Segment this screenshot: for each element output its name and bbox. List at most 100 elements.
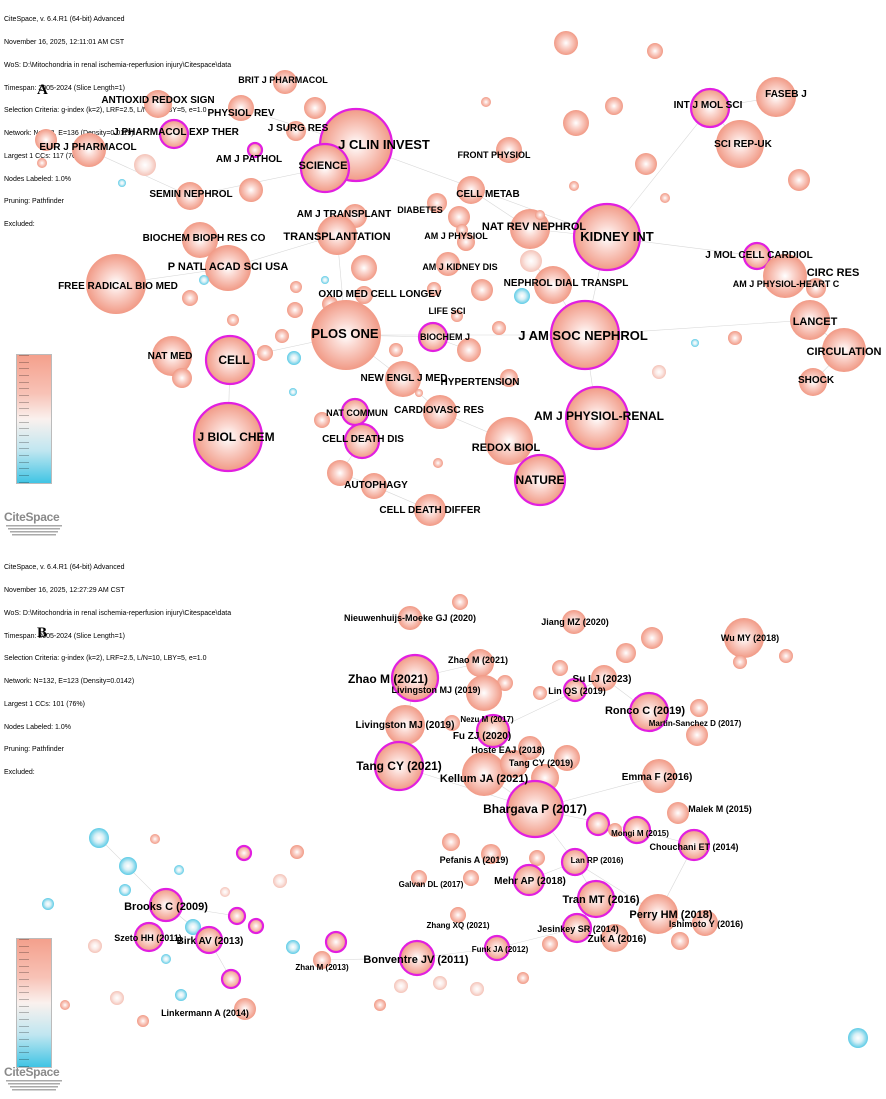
network-node[interactable] bbox=[496, 137, 522, 163]
network-node[interactable] bbox=[561, 912, 593, 944]
network-node[interactable] bbox=[512, 863, 546, 897]
network-node[interactable] bbox=[427, 193, 447, 213]
network-node[interactable] bbox=[299, 142, 351, 194]
network-node[interactable] bbox=[199, 275, 209, 285]
network-node[interactable] bbox=[423, 395, 457, 429]
network-node[interactable] bbox=[361, 473, 387, 499]
network-node[interactable] bbox=[273, 70, 297, 94]
network-node[interactable] bbox=[374, 999, 386, 1011]
network-node[interactable] bbox=[35, 129, 57, 151]
network-node[interactable] bbox=[554, 31, 578, 55]
network-node[interactable] bbox=[513, 453, 567, 507]
network-node[interactable] bbox=[327, 460, 353, 486]
network-node[interactable] bbox=[560, 847, 590, 877]
network-node[interactable] bbox=[691, 339, 699, 347]
network-node[interactable] bbox=[763, 254, 807, 298]
network-node[interactable] bbox=[204, 334, 256, 386]
network-node[interactable] bbox=[394, 979, 408, 993]
network-node[interactable] bbox=[848, 1028, 868, 1048]
network-node[interactable] bbox=[585, 811, 611, 837]
network-node[interactable] bbox=[158, 118, 190, 150]
network-node[interactable] bbox=[492, 321, 506, 335]
network-node[interactable] bbox=[72, 133, 106, 167]
network-node[interactable] bbox=[724, 618, 764, 658]
network-node[interactable] bbox=[42, 898, 54, 910]
network-node[interactable] bbox=[442, 833, 460, 851]
network-node[interactable] bbox=[351, 255, 377, 281]
network-node[interactable] bbox=[174, 865, 184, 875]
network-node[interactable] bbox=[373, 740, 425, 792]
network-node[interactable] bbox=[462, 752, 506, 796]
network-node[interactable] bbox=[227, 314, 239, 326]
network-node[interactable] bbox=[161, 954, 171, 964]
network-node[interactable] bbox=[88, 939, 102, 953]
network-node[interactable] bbox=[450, 907, 466, 923]
network-node[interactable] bbox=[569, 181, 579, 191]
network-node[interactable] bbox=[716, 120, 764, 168]
network-node[interactable] bbox=[475, 713, 511, 749]
network-node[interactable] bbox=[398, 939, 436, 977]
network-node[interactable] bbox=[564, 385, 630, 451]
network-node[interactable] bbox=[304, 97, 326, 119]
network-node[interactable] bbox=[542, 936, 558, 952]
network-node[interactable] bbox=[457, 233, 475, 251]
network-node[interactable] bbox=[628, 691, 670, 733]
network-node[interactable] bbox=[220, 887, 230, 897]
network-node[interactable] bbox=[144, 90, 172, 118]
network-node[interactable] bbox=[605, 97, 623, 115]
network-node[interactable] bbox=[185, 919, 201, 935]
network-node[interactable] bbox=[591, 665, 617, 691]
network-node[interactable] bbox=[463, 870, 479, 886]
network-node[interactable] bbox=[601, 924, 629, 952]
network-node[interactable] bbox=[452, 594, 468, 610]
network-node[interactable] bbox=[535, 210, 545, 220]
network-node[interactable] bbox=[742, 241, 772, 271]
network-node[interactable] bbox=[60, 1000, 70, 1010]
network-node[interactable] bbox=[110, 991, 124, 1005]
network-node[interactable] bbox=[290, 845, 304, 859]
network-node[interactable] bbox=[414, 494, 446, 526]
network-node[interactable] bbox=[641, 627, 663, 649]
network-node[interactable] bbox=[247, 917, 265, 935]
network-node[interactable] bbox=[466, 649, 494, 677]
network-node[interactable] bbox=[576, 879, 616, 919]
network-node[interactable] bbox=[554, 745, 580, 771]
network-node[interactable] bbox=[728, 331, 742, 345]
network-node[interactable] bbox=[457, 338, 481, 362]
network-node[interactable] bbox=[239, 178, 263, 202]
network-node[interactable] bbox=[137, 1015, 149, 1027]
network-node[interactable] bbox=[692, 910, 718, 936]
network-node[interactable] bbox=[616, 643, 636, 663]
network-node[interactable] bbox=[529, 850, 545, 866]
network-node[interactable] bbox=[466, 675, 502, 711]
network-node[interactable] bbox=[667, 802, 689, 824]
network-node[interactable] bbox=[234, 998, 256, 1020]
network-node[interactable] bbox=[182, 290, 198, 306]
network-node[interactable] bbox=[228, 95, 254, 121]
network-node[interactable] bbox=[534, 266, 572, 304]
network-node[interactable] bbox=[343, 422, 381, 460]
network-node[interactable] bbox=[790, 300, 830, 340]
network-node[interactable] bbox=[481, 844, 501, 864]
network-node[interactable] bbox=[385, 705, 425, 745]
network-node[interactable] bbox=[257, 345, 273, 361]
network-node[interactable] bbox=[150, 834, 160, 844]
network-node[interactable] bbox=[415, 389, 423, 397]
network-node[interactable] bbox=[433, 458, 443, 468]
network-node[interactable] bbox=[497, 675, 513, 691]
network-node[interactable] bbox=[686, 724, 708, 746]
network-node[interactable] bbox=[505, 779, 565, 839]
network-node[interactable] bbox=[518, 736, 542, 760]
network-node[interactable] bbox=[398, 606, 422, 630]
network-node[interactable] bbox=[313, 951, 331, 969]
network-node[interactable] bbox=[608, 823, 622, 837]
network-node[interactable] bbox=[448, 206, 470, 228]
network-node[interactable] bbox=[562, 610, 586, 634]
network-node[interactable] bbox=[176, 182, 204, 210]
network-node[interactable] bbox=[756, 77, 796, 117]
network-node[interactable] bbox=[148, 887, 184, 923]
network-node[interactable] bbox=[689, 87, 731, 129]
network-node[interactable] bbox=[799, 368, 827, 396]
network-node[interactable] bbox=[427, 282, 441, 296]
network-node[interactable] bbox=[470, 982, 484, 996]
